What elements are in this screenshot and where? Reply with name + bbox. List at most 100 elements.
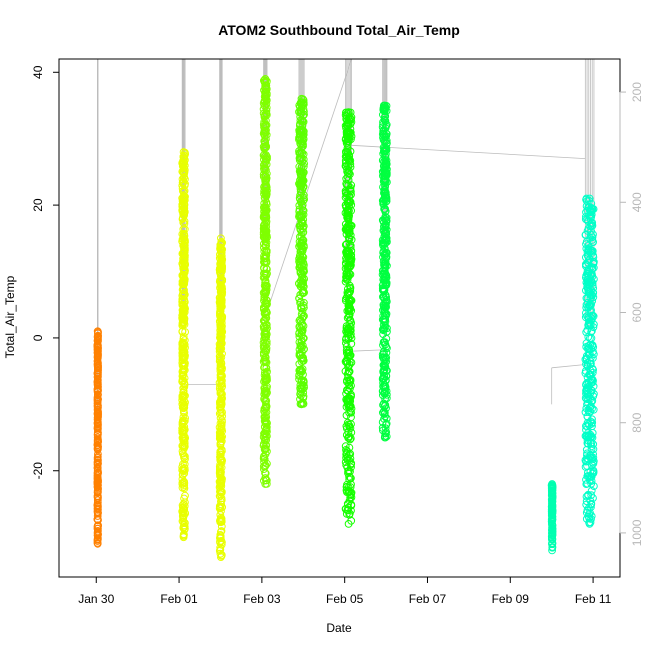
data-point (217, 286, 226, 294)
data-point (381, 136, 389, 145)
data-point (586, 313, 595, 322)
data-point (217, 234, 225, 243)
data-point (345, 352, 353, 361)
data-point (218, 416, 226, 425)
data-point (346, 450, 355, 458)
data-point (262, 85, 271, 94)
data-point (261, 225, 270, 234)
data-point (298, 275, 307, 284)
data-point (93, 463, 102, 472)
data-point (260, 97, 269, 105)
data-point (262, 413, 271, 421)
data-point (297, 262, 306, 271)
data-point (379, 366, 388, 375)
data-point (382, 428, 391, 437)
data-point (381, 376, 390, 384)
data-point (582, 426, 590, 434)
data-point (582, 253, 590, 262)
data-point (345, 421, 354, 430)
data-point (297, 189, 306, 197)
data-point (297, 143, 306, 152)
x-tick-label: Feb 05 (326, 592, 364, 606)
data-point (178, 480, 187, 489)
data-point (216, 389, 225, 398)
data-point (261, 444, 269, 453)
data-point (342, 510, 351, 518)
data-point (216, 456, 225, 465)
data-point (586, 451, 595, 460)
data-point (180, 219, 189, 228)
data-point (216, 265, 225, 274)
data-point (583, 383, 592, 392)
data-point (589, 289, 597, 298)
data-point (379, 183, 387, 192)
data-point (297, 341, 306, 350)
data-point (587, 500, 596, 509)
data-point (345, 152, 354, 161)
data-point (181, 498, 189, 507)
y2-tick-label: 800 (630, 412, 644, 432)
data-point (344, 520, 353, 528)
data-point (261, 323, 270, 332)
data-point (262, 346, 271, 355)
data-point (262, 313, 270, 322)
data-point (260, 393, 269, 402)
data-point (262, 189, 271, 198)
data-point (381, 387, 389, 396)
data-point (300, 288, 309, 297)
data-point (217, 500, 226, 509)
data-point (343, 314, 352, 322)
data-point (299, 110, 308, 119)
data-point (590, 320, 598, 329)
data-point (178, 214, 187, 223)
data-point (178, 178, 187, 187)
data-point (178, 471, 187, 479)
data-point (380, 259, 389, 268)
data-point (298, 142, 307, 151)
data-point (262, 242, 270, 251)
data-point (178, 181, 187, 190)
data-point (588, 205, 597, 214)
data-point (261, 206, 270, 215)
data-point (381, 307, 389, 316)
data-point (344, 108, 353, 116)
data-point (342, 108, 350, 117)
data-point (588, 461, 596, 469)
data-point (179, 503, 187, 512)
y-tick-label: 20 (31, 198, 45, 212)
data-point (178, 159, 187, 168)
data-point (298, 131, 307, 140)
data-point (217, 496, 226, 505)
data-point (548, 492, 557, 501)
data-point (583, 449, 591, 458)
y-axis-label: Total_Air_Temp (3, 275, 17, 358)
data-point (382, 278, 390, 287)
data-point (93, 441, 102, 449)
data-point (180, 352, 189, 361)
data-point (179, 241, 188, 250)
data-point (179, 509, 188, 518)
data-point (262, 110, 271, 118)
data-point (295, 366, 304, 375)
data-point (297, 324, 305, 333)
data-point (178, 249, 187, 258)
data-point (587, 204, 596, 213)
data-point (297, 94, 306, 103)
data-point (93, 349, 102, 357)
data-point (380, 250, 389, 259)
series-4 (259, 75, 271, 488)
data-point (94, 390, 102, 399)
data-point (381, 394, 390, 403)
data-point (585, 211, 593, 220)
axes: -20 0 20 40 200 400 600 800 1000 Jan 30 Feb 01 Feb … (31, 65, 644, 606)
data-point (345, 472, 354, 481)
data-point (93, 436, 102, 445)
data-point (261, 469, 270, 478)
data-point (215, 477, 224, 486)
data-point (180, 460, 189, 469)
data-point (345, 324, 353, 333)
data-point (296, 351, 305, 359)
series-5 (295, 94, 309, 409)
data-point (382, 195, 391, 203)
